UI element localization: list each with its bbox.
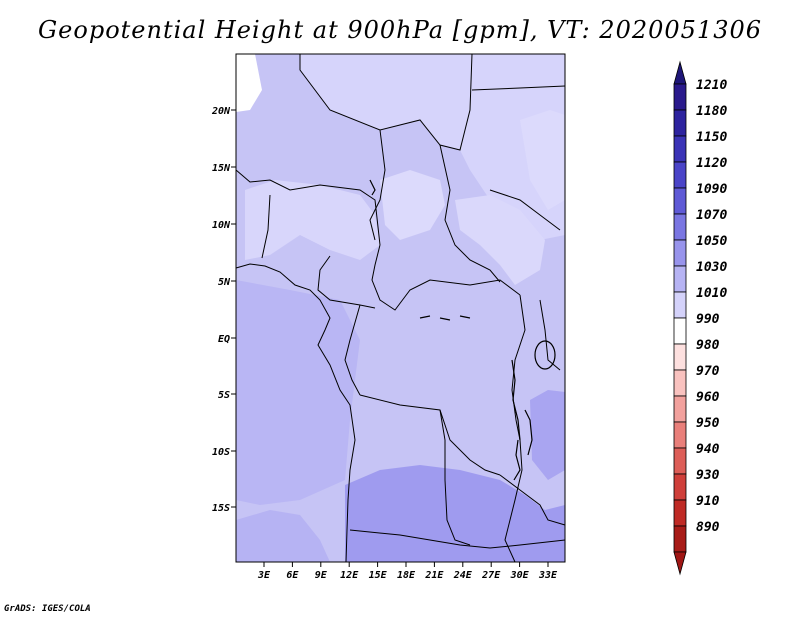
lon-tick-label: 15E	[369, 570, 388, 581]
colorbar-level-label: 1120	[696, 156, 727, 171]
colorbar-level-label: 960	[696, 390, 720, 405]
contour-fill-light	[455, 195, 545, 285]
colorbar-top-arrow	[673, 60, 687, 85]
credit-label: GrADS: IGES/COLA	[4, 604, 91, 614]
colorbar-level-label: 930	[696, 468, 720, 483]
colorbar-swatch	[673, 187, 687, 215]
colorbar-swatch	[673, 135, 687, 163]
latitude-axis: 20N 15N 10N 5N EQ 5S 10S 15S	[211, 106, 236, 514]
colorbar-level-label: 1050	[696, 234, 727, 249]
colorbar-swatch	[673, 473, 687, 501]
colorbar-level-label: 950	[696, 416, 720, 431]
lat-tick-label: 10N	[212, 220, 231, 231]
colorbar-level-label: 1030	[696, 260, 727, 275]
country-boundaries	[235, 53, 566, 563]
contour-fill-light	[245, 180, 380, 260]
colorbar-swatch	[673, 525, 687, 553]
colorbar-bottom-arrow	[673, 551, 687, 576]
lat-tick-label: EQ	[218, 334, 230, 345]
lon-tick-label: 27E	[481, 570, 501, 581]
colorbar: 1210 1180 1150 1120 1090 1070 1050 1030 1010 990 9…	[673, 60, 727, 576]
colorbar-level-label: 1150	[696, 130, 727, 145]
contour-fill-light	[380, 170, 445, 240]
lon-tick-label: 18E	[397, 570, 416, 581]
contour-fill-light	[520, 110, 565, 210]
colorbar-swatch	[673, 499, 687, 527]
colorbar-swatch	[673, 421, 687, 449]
lat-tick-label: 15N	[212, 163, 231, 174]
colorbar-level-label: 940	[696, 442, 720, 457]
lakes	[369, 179, 556, 481]
lon-tick-label: 12E	[340, 570, 359, 581]
lon-tick-label: 9E	[315, 570, 328, 581]
lon-tick-label: 24E	[453, 570, 473, 581]
lon-tick-label: 3E	[257, 570, 271, 581]
colorbar-swatch	[673, 291, 687, 319]
map-frame	[235, 53, 566, 563]
lat-tick-label: 5S	[218, 390, 230, 401]
colorbar-level-label: 970	[696, 364, 720, 379]
contour-fill-dark	[345, 465, 565, 562]
lon-tick-label: 6E	[286, 570, 299, 581]
contour-fill-light	[236, 54, 565, 240]
lon-tick-label: 30E	[510, 570, 530, 581]
colorbar-swatch	[673, 265, 687, 293]
map-panel	[235, 53, 566, 563]
colorbar-level-label: 990	[696, 312, 720, 327]
contour-fill-dark	[530, 390, 565, 480]
colorbar-swatch	[673, 343, 687, 371]
colorbar-swatch	[673, 161, 687, 189]
colorbar-swatch	[673, 447, 687, 475]
colorbar-level-label: 980	[696, 338, 720, 353]
map-title: Geopotential Height at 900hPa [gpm], VT:…	[38, 16, 762, 44]
colorbar-swatch	[673, 213, 687, 241]
colorbar-level-label: 1090	[696, 182, 727, 197]
lat-tick-label: 5N	[218, 277, 231, 288]
longitude-axis: 3E 6E 9E 12E 15E 18E 21E 24E 27E 30E 33E	[257, 562, 558, 581]
lon-tick-label: 21E	[424, 570, 444, 581]
colorbar-level-label: 1210	[696, 78, 727, 93]
lat-tick-label: 10S	[212, 447, 230, 458]
colorbar-swatch	[673, 395, 687, 423]
colorbar-swatch	[673, 317, 687, 345]
colorbar-level-label: 1070	[696, 208, 727, 223]
lon-tick-label: 33E	[538, 570, 558, 581]
colorbar-level-label: 910	[696, 494, 720, 509]
colorbar-level-label: 1010	[696, 286, 727, 301]
colorbar-swatch	[673, 239, 687, 267]
lat-tick-label: 15S	[212, 503, 230, 514]
contour-fill-medium	[236, 280, 360, 505]
colorbar-swatch	[673, 369, 687, 397]
lat-tick-label: 20N	[211, 106, 231, 117]
colorbar-level-label: 890	[696, 520, 720, 535]
colorbar-swatch	[673, 109, 687, 137]
colorbar-swatch	[673, 83, 687, 111]
colorbar-level-label: 1180	[696, 104, 727, 119]
contour-fill-light	[236, 54, 262, 112]
contour-fill-medium	[236, 510, 330, 562]
